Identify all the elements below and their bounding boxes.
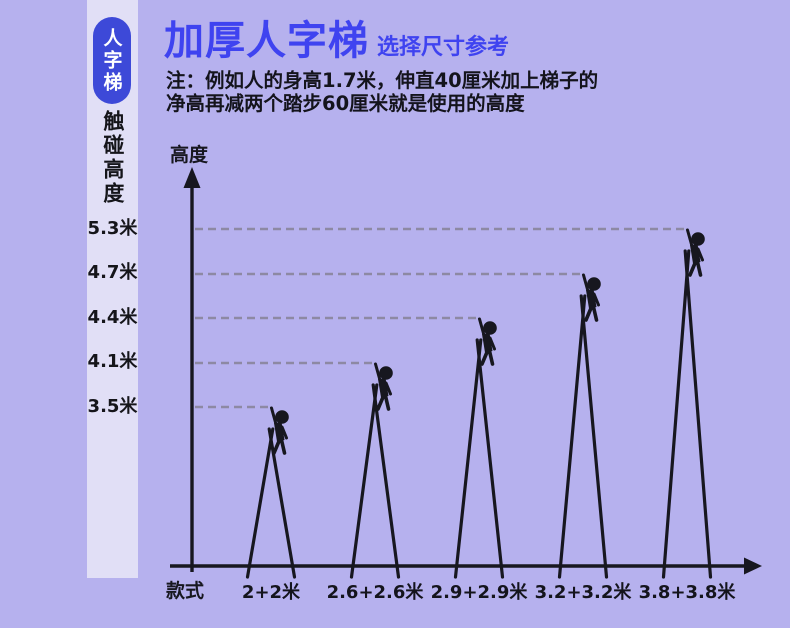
y-tick-label: 3.5米 [87, 396, 138, 417]
person-figure [270, 406, 289, 455]
ladder-leg [371, 383, 401, 579]
person-figure [374, 362, 393, 411]
person-figure [478, 317, 497, 366]
person-hanging-arm [384, 381, 392, 396]
header: 加厚人字梯 选择尺寸参考 [164, 8, 509, 66]
y-tick-label: 4.1米 [87, 351, 138, 372]
ladder-2+2米 [245, 427, 297, 579]
person-hanging-arm [488, 336, 496, 351]
touch-height-heading-text: 触碰高度 [100, 110, 125, 206]
ladder-leg [579, 294, 609, 579]
y-axis-arrow-icon [183, 167, 201, 188]
ladder-leg [245, 427, 275, 579]
x-category-label: 3.8+3.8米 [638, 582, 736, 603]
person-figure [686, 228, 705, 277]
person-head [587, 277, 601, 291]
ladder-2.9+2.9米 [453, 338, 505, 579]
y-axis-title: 高度 [170, 144, 209, 166]
person-head [483, 321, 497, 335]
x-category-label: 2+2米 [241, 582, 301, 603]
person-legs [480, 349, 495, 366]
usage-note-line1: 注：例如人的身高1.7米，伸直40厘米加上梯子的 [166, 69, 599, 92]
product-badge: 人字梯 [93, 17, 131, 104]
y-tick-label: 4.4米 [87, 307, 138, 328]
ladders-group [195, 227, 713, 579]
ladder-leg [557, 294, 587, 579]
person-legs [376, 394, 391, 411]
y-tick-label: 5.3米 [87, 218, 138, 239]
ladder-leg [683, 249, 713, 579]
x-category-label: 3.2+3.2米 [534, 582, 632, 603]
x-axis-arrow-icon [744, 557, 762, 575]
ladder-leg [475, 338, 505, 579]
ladder-2.6+2.6米 [349, 383, 401, 579]
person-head [691, 232, 705, 246]
page-subtitle: 选择尺寸参考 [377, 35, 510, 60]
ladder-leg [453, 338, 483, 579]
badge-label: 人字梯 [100, 27, 123, 94]
y-tick-label: 4.7米 [87, 262, 138, 283]
person-hanging-arm [696, 247, 704, 262]
ladder-3.8+3.8米 [661, 249, 713, 579]
ladder-leg [349, 383, 379, 579]
touch-height-heading: 触碰高度 [87, 110, 138, 230]
x-category-label: 2.6+2.6米 [326, 582, 424, 603]
x-axis-title: 款式 [166, 580, 205, 602]
person-hanging-arm [280, 425, 288, 440]
ladder-leg [661, 249, 691, 579]
person-legs [584, 305, 599, 322]
person-legs [272, 438, 287, 455]
page-title: 加厚人字梯 [164, 18, 369, 64]
usage-note-line2: 净高再减两个踏步60厘米就是使用的高度 [166, 92, 525, 115]
person-hanging-arm [592, 292, 600, 307]
usage-note: 注：例如人的身高1.7米，伸直40厘米加上梯子的 净高再减两个踏步60厘米就是使… [166, 69, 666, 115]
x-category-label: 2.9+2.9米 [430, 582, 528, 603]
person-figure [582, 273, 601, 322]
ladder-3.2+3.2米 [557, 294, 609, 579]
person-head [379, 366, 393, 380]
person-legs [688, 260, 703, 277]
person-head [275, 410, 289, 424]
